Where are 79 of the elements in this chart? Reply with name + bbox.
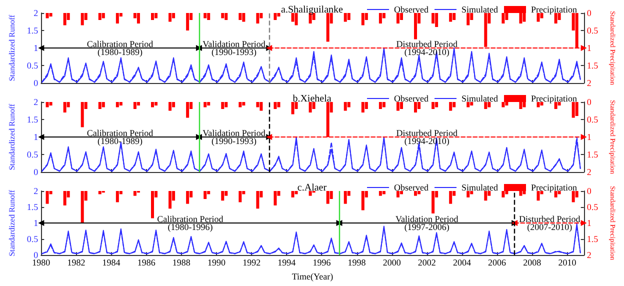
x-axis-title: Time(Year) bbox=[292, 272, 334, 282]
annotation: Calibration Period bbox=[86, 38, 154, 49]
y-tick-label: 1.5 bbox=[26, 26, 39, 36]
y-tick-label: 2 bbox=[34, 186, 38, 196]
x-tick-label: 1984 bbox=[102, 258, 121, 268]
legend-label: Precipitation bbox=[531, 94, 578, 104]
y2-tick-label: 1.5 bbox=[586, 234, 599, 244]
annotation: (1980-1996) bbox=[168, 222, 213, 232]
legend-label: Precipitation bbox=[531, 182, 578, 192]
y-axis-title: Standardized Runoff bbox=[8, 104, 16, 170]
x-tick-label: 2006 bbox=[488, 258, 507, 268]
x-tick-label: 2000 bbox=[382, 258, 402, 268]
y-tick-label: 0 bbox=[34, 167, 39, 177]
x-tick-label: 1988 bbox=[172, 258, 191, 268]
x-tick-label: 1990 bbox=[207, 258, 226, 268]
legend-label: Precipitation bbox=[531, 4, 578, 14]
x-tick-label: 1982 bbox=[67, 258, 86, 268]
y-tick-label: 0.5 bbox=[26, 150, 39, 160]
x-tick-label: 2004 bbox=[452, 258, 472, 268]
y-tick-label: 2 bbox=[34, 8, 38, 18]
x-tick-label: 2008 bbox=[523, 258, 542, 268]
legend-label: Simulated bbox=[462, 4, 499, 14]
y-axis-title: Standardized Runoff bbox=[8, 14, 16, 82]
y-axis-title: Standardized Runoff bbox=[8, 190, 16, 256]
annotation: Calibration Period bbox=[86, 128, 154, 138]
annotation: Disturbed Period bbox=[396, 128, 458, 138]
legend-label: Observed bbox=[394, 94, 430, 104]
y-tick-label: 1 bbox=[34, 132, 38, 142]
chart-title: c.Alaer bbox=[297, 182, 328, 194]
y-tick-label: 2 bbox=[34, 97, 38, 107]
y-tick-label: 0.5 bbox=[26, 60, 39, 70]
y2-tick-label: 0 bbox=[586, 8, 592, 18]
annotation: (1994-2010) bbox=[404, 47, 450, 58]
chart-title: b.Xiehela bbox=[292, 94, 332, 104]
x-tick-label: 2002 bbox=[418, 258, 436, 268]
chart-title: a.Shaliguilanke bbox=[281, 4, 344, 16]
y-tick-label: 0.5 bbox=[26, 234, 39, 244]
annotation: Validation Period bbox=[202, 128, 266, 138]
x-tick-label: 1996 bbox=[312, 258, 332, 268]
legend-label: Observed bbox=[394, 4, 430, 14]
y-tick-label: 0 bbox=[34, 78, 39, 88]
annotation: Calibration Period bbox=[157, 214, 224, 224]
y2-tick-label: 0.5 bbox=[586, 26, 599, 36]
legend-label: Simulated bbox=[462, 182, 499, 192]
y2-tick-label: 2 bbox=[586, 250, 592, 260]
annotation: (2007-2010) bbox=[527, 222, 572, 232]
y2-tick-label: 1.5 bbox=[586, 150, 599, 160]
y-tick-label: 1 bbox=[34, 43, 38, 53]
x-tick-label: 1998 bbox=[348, 258, 366, 268]
y-tick-label: 1 bbox=[34, 218, 38, 228]
y2-tick-label: 1 bbox=[586, 132, 592, 142]
x-tick-label: 1986 bbox=[137, 258, 156, 268]
y-tick-label: 1.5 bbox=[26, 114, 39, 124]
y2-tick-label: 1 bbox=[586, 43, 592, 53]
annotation: Validation Period bbox=[396, 214, 459, 224]
y2-tick-label: 0.5 bbox=[586, 114, 599, 124]
y2-tick-label: 2 bbox=[586, 167, 592, 177]
annotation: (1980-1989) bbox=[98, 47, 143, 58]
y2-tick-label: 1.5 bbox=[586, 60, 599, 70]
legend-label: Observed bbox=[394, 182, 430, 192]
y2-tick-label: 1 bbox=[586, 218, 592, 228]
x-tick-label: 1980 bbox=[32, 258, 51, 268]
y2-tick-label: 0 bbox=[586, 97, 592, 107]
annotation: (1990-1993) bbox=[212, 136, 257, 146]
legend-label: Simulated bbox=[462, 94, 499, 104]
annotation: (1997-2006) bbox=[404, 222, 450, 232]
x-tick-label: 1994 bbox=[278, 258, 296, 268]
annotation: Disturbed Period bbox=[519, 214, 581, 224]
y-tick-label: 1.5 bbox=[26, 202, 39, 212]
x-tick-label: 2010 bbox=[558, 258, 577, 268]
annotation: Disturbed Period bbox=[396, 38, 458, 49]
y-tick-label: 0 bbox=[34, 250, 39, 260]
y2-tick-label: 2 bbox=[586, 78, 592, 88]
annotation: (1990-1993) bbox=[212, 47, 257, 58]
annotation: (1980-1989) bbox=[98, 136, 143, 146]
x-tick-label: 1992 bbox=[242, 258, 261, 268]
y2-tick-label: 0.5 bbox=[586, 202, 599, 212]
y2-tick-label: 0 bbox=[586, 186, 592, 196]
annotation: Validation Period bbox=[202, 38, 266, 49]
